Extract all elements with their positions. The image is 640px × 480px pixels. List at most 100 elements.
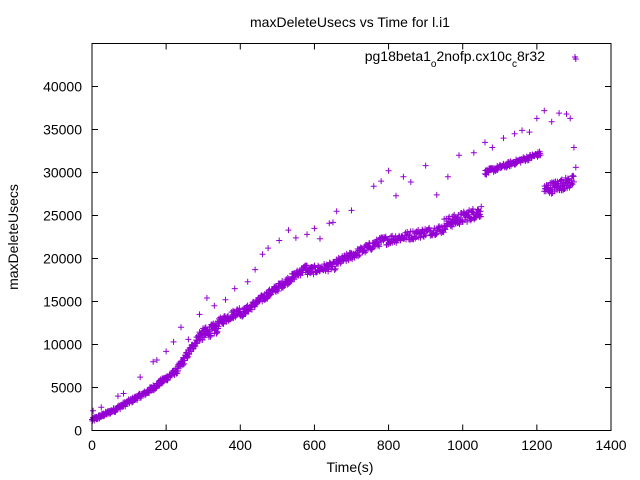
legend-marker-symbol [572,54,578,60]
data-point [567,115,574,122]
data-point [153,356,160,363]
data-point [316,235,323,242]
y-tick-label: 20000 [43,251,82,267]
data-point [477,208,484,215]
data-point [325,268,332,275]
data-point [348,207,355,214]
data-point [563,111,570,118]
data-point [329,219,336,226]
data-point [385,167,392,174]
data-point [276,237,283,244]
x-tick-label: 800 [377,437,401,453]
data-point [177,324,184,331]
data-point [382,233,389,240]
y-axis: 0 5000 10000 15000 20000 25000 30000 35000 40000 [43,79,611,439]
data-point [503,164,510,171]
data-point [389,232,396,239]
y-tick-label: 35000 [43,122,82,138]
data-point [304,231,311,238]
data-point [433,191,440,198]
data-point [196,311,203,318]
data-point [432,231,439,238]
data-point [120,390,127,397]
x-tick-label: 0 [88,437,96,453]
data-point [477,213,484,220]
data-point [470,149,477,156]
data-point [355,253,362,260]
x-tick-label: 1000 [447,437,478,453]
data-point [368,246,375,253]
data-point [407,178,414,185]
data-point [548,190,555,197]
data-point [422,162,429,169]
data-point [533,115,540,122]
y-tick-label: 25000 [43,208,82,224]
data-point [220,320,227,327]
data-point [435,223,442,230]
x-axis-label: Time(s) [327,459,374,475]
y-tick-label: 5000 [51,380,82,396]
data-point [259,251,266,258]
data-point [329,263,336,270]
data-point [274,287,281,294]
data-point [446,213,453,220]
data-point [363,247,370,254]
x-tick-label: 200 [154,437,178,453]
chart-title: maxDeleteUsecs vs Time for l.i1 [250,14,450,30]
data-points [89,55,579,424]
data-point [537,152,544,159]
data-point [485,169,492,176]
data-point [292,234,299,241]
legend: pg18beta1o2nofp.cx10cc8r32 [365,48,578,70]
x-tick-label: 1200 [521,437,552,453]
data-point [137,374,144,381]
data-point [378,178,385,185]
plot-frame [91,43,612,431]
data-point [433,230,440,237]
data-point [179,362,186,369]
data-point [464,218,471,225]
data-point [481,139,488,146]
data-point [239,313,246,320]
data-point [244,278,251,285]
data-point [376,243,383,250]
data-point [556,110,563,117]
data-point [311,263,318,270]
data-point [332,265,339,272]
data-point [558,176,565,183]
data-point [163,348,170,355]
data-point [307,270,314,277]
x-tick-label: 400 [229,437,253,453]
data-point [170,338,177,345]
data-point [478,203,485,210]
data-point [114,393,121,400]
data-point [347,249,354,256]
data-point [181,360,188,367]
data-point [444,173,451,180]
x-axis: 0 200 400 600 800 1000 1200 1400 [88,43,627,453]
data-point [311,225,318,232]
data-point [333,208,340,215]
y-tick-label: 30000 [43,165,82,181]
data-point [285,227,292,234]
data-point [456,221,463,228]
y-tick-label: 10000 [43,337,82,353]
data-point [150,358,157,365]
data-point [519,127,526,134]
data-point [214,328,221,335]
data-point [185,336,192,343]
data-point [541,107,548,114]
legend-label: pg18beta1o2nofp.cx10cc8r32 [365,48,545,70]
data-point [572,164,579,171]
y-axis-label: maxDeleteUsecs [5,184,21,290]
x-tick-label: 600 [303,437,327,453]
data-point [207,332,214,339]
data-point [456,152,463,159]
data-point [326,220,333,227]
data-point [90,407,97,414]
data-point [231,285,238,292]
data-point [400,173,407,180]
data-point [570,144,577,151]
data-point [449,223,456,230]
